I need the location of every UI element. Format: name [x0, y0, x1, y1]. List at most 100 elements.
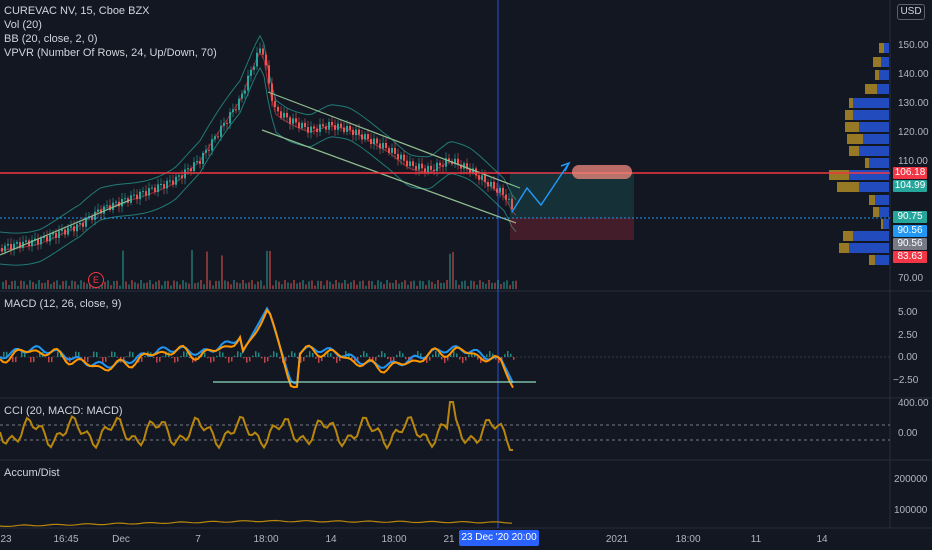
- stop-level-tag: 83.63: [893, 251, 927, 263]
- candle-body: [220, 125, 222, 137]
- volume-bar: [395, 280, 397, 289]
- macd-pane-title[interactable]: MACD (12, 26, close, 9): [4, 298, 122, 310]
- volume-bar: [233, 280, 235, 289]
- candle-body: [427, 165, 429, 173]
- volume-bar: [500, 283, 502, 289]
- macd-histogram-bar: [102, 357, 104, 363]
- macd-histogram-bar: [267, 357, 269, 362]
- cci-pane-title[interactable]: CCI (20, MACD: MACD): [4, 405, 123, 417]
- candle-body: [172, 180, 174, 185]
- macd-histogram-bar: [354, 357, 356, 363]
- candle-body: [178, 175, 180, 177]
- volume-profile-down-bar: [881, 219, 883, 229]
- earnings-marker-icon[interactable]: E: [88, 272, 104, 288]
- volume-bar: [155, 281, 157, 289]
- candle-body: [133, 194, 135, 196]
- candle-body: [247, 75, 249, 91]
- macd-histogram-bar: [234, 355, 236, 357]
- candle-body: [100, 209, 102, 214]
- macd-histogram-bar: [231, 357, 233, 362]
- volume-bar: [470, 280, 472, 289]
- macd-tick: −2.50: [893, 375, 919, 386]
- volume-profile-up-bar: [853, 231, 889, 241]
- candle-body: [280, 111, 282, 118]
- volume-profile-down-bar: [879, 43, 884, 53]
- volume-bar: [272, 285, 274, 289]
- candle-body: [391, 147, 393, 153]
- volume-bar: [158, 280, 160, 289]
- macd-histogram-bar: [204, 352, 206, 357]
- volume-bar: [374, 285, 376, 289]
- macd-histogram-bar: [24, 351, 26, 357]
- symbol-legend[interactable]: CUREVAC NV, 15, Cboe BZX: [4, 5, 150, 17]
- volume-bar: [179, 284, 181, 289]
- volume-bar: [245, 283, 247, 289]
- candle-body: [478, 175, 480, 180]
- volume-bar: [344, 280, 346, 289]
- volume-bar: [422, 281, 424, 289]
- volume-bar: [278, 281, 280, 289]
- macd-histogram-bar: [390, 357, 392, 363]
- macd-histogram-bar: [177, 357, 179, 362]
- candle-body: [379, 143, 381, 149]
- candle-body: [334, 125, 336, 130]
- candle-body: [319, 124, 321, 132]
- projection-arrowhead: [560, 161, 571, 172]
- macd-histogram-bar: [285, 357, 287, 362]
- volume-bar: [371, 281, 373, 289]
- crosshair-time-label: 23 Dec '20 20:00: [459, 530, 539, 546]
- macd-histogram-bar: [93, 351, 95, 357]
- accum-dist-pane-title[interactable]: Accum/Dist: [4, 467, 60, 479]
- macd-histogram-bar: [123, 357, 125, 362]
- macd-signal-line: [0, 308, 514, 389]
- volume-bar: [455, 280, 457, 289]
- macd-histogram-bar: [339, 357, 341, 362]
- volume-profile-up-bar: [849, 170, 889, 180]
- volume-bar: [173, 280, 175, 289]
- volume-bar: [23, 281, 25, 289]
- candle-body: [70, 226, 72, 228]
- candle-body: [196, 161, 198, 163]
- volume-bar: [314, 285, 316, 289]
- volume-bar: [152, 284, 154, 289]
- volume-bar: [251, 280, 253, 289]
- volume-bar: [170, 285, 172, 289]
- volume-bar: [209, 280, 211, 289]
- volume-profile-down-bar: [849, 146, 859, 156]
- volume-profile-up-bar: [869, 158, 889, 168]
- macd-histogram-bar: [438, 353, 440, 357]
- volume-bar: [167, 280, 169, 289]
- candle-body: [40, 237, 42, 245]
- macd-histogram-bar: [447, 357, 449, 361]
- channel-bottom-line: [261, 129, 517, 224]
- macd-histogram-bar: [300, 357, 302, 363]
- volume-profile-up-bar: [859, 182, 889, 192]
- macd-histogram-bar: [132, 352, 134, 357]
- candle-body: [316, 128, 318, 132]
- volume-legend[interactable]: Vol (20): [4, 19, 42, 31]
- candle-body: [505, 194, 507, 200]
- channel-top-line: [267, 91, 521, 189]
- currency-button[interactable]: USD: [897, 4, 925, 20]
- candle-body: [205, 149, 207, 153]
- macd-histogram-bar: [444, 357, 446, 363]
- volume-bar: [317, 280, 319, 289]
- volume-profile-up-bar: [863, 134, 889, 144]
- volume-bar: [14, 280, 16, 289]
- volume-bar: [191, 250, 193, 289]
- red-line-price-tag: 106.18: [893, 167, 927, 179]
- bollinger-legend[interactable]: BB (20, close, 2, 0): [4, 33, 98, 45]
- macd-histogram-bar: [381, 351, 383, 357]
- volume-bar: [122, 250, 124, 289]
- volume-bar: [428, 280, 430, 289]
- volume-bar: [284, 280, 286, 289]
- candle-body: [115, 201, 117, 203]
- vpvr-legend[interactable]: VPVR (Number Of Rows, 24, Up/Down, 70): [4, 47, 217, 59]
- volume-bar: [494, 282, 496, 289]
- volume-bar: [497, 280, 499, 289]
- macd-histogram-bar: [252, 355, 254, 357]
- volume-profile-down-bar: [849, 98, 853, 108]
- candle-body: [106, 205, 108, 207]
- candle-body: [328, 121, 330, 130]
